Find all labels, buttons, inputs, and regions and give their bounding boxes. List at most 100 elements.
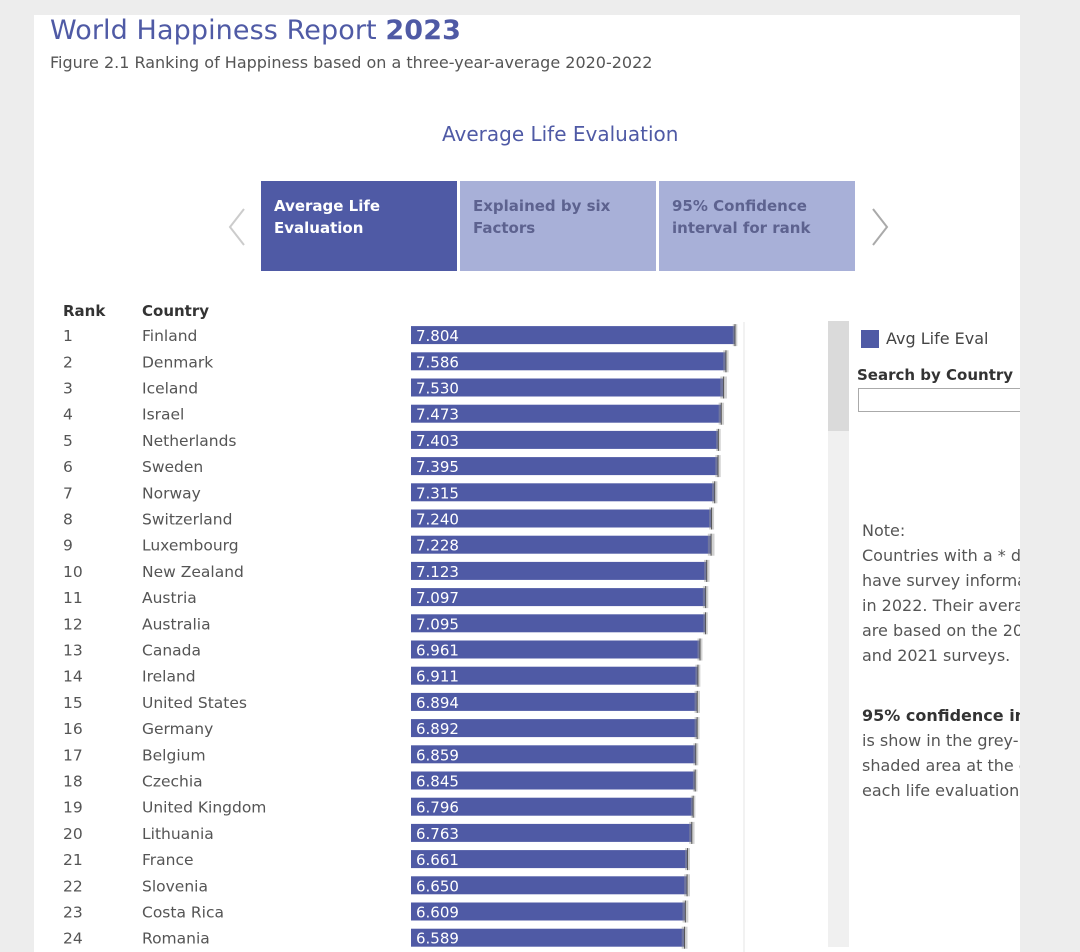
- country-label: Luxembourg: [142, 537, 239, 555]
- country-label: Iceland: [142, 380, 198, 398]
- page-title: World Happiness Report 2023: [50, 15, 461, 46]
- rank-label: 13: [63, 642, 83, 660]
- bar-value-label: 7.530: [416, 380, 459, 398]
- bar-value-label: 7.095: [416, 615, 459, 633]
- search-country-input[interactable]: [858, 388, 1020, 412]
- bar-value-label: 7.123: [416, 563, 459, 581]
- bar: [411, 692, 698, 711]
- bar: [411, 928, 685, 947]
- search-label: Search by Country: [857, 366, 1014, 384]
- legend-label: Avg Life Eval: [886, 329, 989, 348]
- bar: [411, 902, 686, 921]
- tab-label-line2: interval for rank: [672, 219, 811, 237]
- bar: [411, 404, 722, 423]
- country-label: Costa Rica: [142, 904, 224, 922]
- bar-value-label: 6.763: [416, 825, 459, 843]
- note-line: are based on the 20: [862, 621, 1020, 640]
- bar-value-label: 6.796: [416, 799, 459, 817]
- rank-label: 11: [63, 589, 83, 607]
- page-subtitle: Figure 2.1 Ranking of Happiness based on…: [50, 53, 653, 72]
- bar: [411, 771, 696, 790]
- country-label: Finland: [142, 327, 197, 345]
- bar: [411, 378, 724, 397]
- rank-label: 1: [63, 327, 73, 345]
- country-label: Ireland: [142, 668, 196, 686]
- country-label: Norway: [142, 484, 201, 502]
- bar-value-label: 7.403: [416, 432, 459, 450]
- bar-value-label: 7.804: [416, 327, 459, 345]
- chevron-right-icon[interactable]: [867, 203, 891, 251]
- dashboard-panel: World Happiness Report 2023 Figure 2.1 R…: [34, 15, 1020, 952]
- tab-confidence-interval[interactable]: 95% Confidence interval for rank: [659, 181, 855, 271]
- country-label: Belgium: [142, 746, 206, 764]
- bar: [411, 561, 707, 580]
- bar-value-label: 6.661: [416, 851, 459, 869]
- country-label: Romania: [142, 930, 210, 948]
- country-label: Lithuania: [142, 825, 214, 843]
- title-text: World Happiness Report: [50, 15, 377, 46]
- bar: [411, 640, 701, 659]
- tab-label-line1: 95% Confidence: [672, 197, 807, 215]
- tab-label-line1: Explained by six: [473, 197, 611, 215]
- bar-value-label: 7.315: [416, 484, 459, 502]
- bar-value-label: 6.892: [416, 720, 459, 738]
- bar-value-label: 7.586: [416, 353, 459, 371]
- bar: [411, 876, 688, 895]
- bar-value-label: 6.961: [416, 642, 459, 660]
- country-label: Switzerland: [142, 511, 232, 529]
- bar-value-label: 6.650: [416, 877, 459, 895]
- chevron-left-icon[interactable]: [226, 203, 250, 251]
- bar: [411, 326, 735, 345]
- country-label: Canada: [142, 642, 201, 660]
- rank-label: 8: [63, 511, 73, 529]
- bar-value-label: 7.097: [416, 589, 459, 607]
- bar: [411, 745, 696, 764]
- country-label: Denmark: [142, 353, 213, 371]
- country-label: New Zealand: [142, 563, 244, 581]
- bar-value-label: 6.894: [416, 694, 459, 712]
- rank-label: 3: [63, 380, 73, 398]
- note-heading: Note:: [862, 521, 906, 540]
- tab-explained-by-six-factors[interactable]: Explained by six Factors: [460, 181, 656, 271]
- note-line: have survey informa: [862, 571, 1020, 590]
- rank-label: 22: [63, 877, 83, 895]
- title-year: 2023: [385, 15, 461, 46]
- bar-value-label: 6.911: [416, 668, 459, 686]
- scrollbar-track[interactable]: [828, 321, 849, 947]
- tab-average-life-evaluation[interactable]: Average Life Evaluation: [261, 181, 457, 271]
- rank-column-header: Rank: [63, 302, 106, 320]
- rank-label: 14: [63, 668, 83, 686]
- rank-label: 4: [63, 406, 73, 424]
- country-label: Germany: [142, 720, 213, 738]
- tab-label-line2: Evaluation: [274, 219, 364, 237]
- scrollbar-thumb[interactable]: [828, 321, 849, 431]
- country-label: United States: [142, 694, 247, 712]
- view-title: Average Life Evaluation: [442, 122, 679, 146]
- country-label: United Kingdom: [142, 799, 266, 817]
- ci-note-heading: 95% confidence inte: [862, 706, 1020, 725]
- bar: [411, 823, 692, 842]
- bar-value-label: 7.473: [416, 406, 459, 424]
- bar-value-label: 6.859: [416, 746, 459, 764]
- rank-label: 23: [63, 904, 83, 922]
- rank-label: 20: [63, 825, 83, 843]
- country-label: Israel: [142, 406, 184, 424]
- ci-note-line: is show in the grey-: [862, 731, 1019, 750]
- ci-note-line: shaded area at the e: [862, 756, 1020, 775]
- rank-label: 24: [63, 930, 83, 948]
- note-line: in 2022. Their avera: [862, 596, 1020, 615]
- rank-label: 2: [63, 353, 73, 371]
- note-line: Countries with a * d: [862, 546, 1020, 565]
- country-column-header: Country: [142, 302, 210, 320]
- bar: [411, 457, 719, 476]
- country-label: Sweden: [142, 458, 203, 476]
- bar-value-label: 6.845: [416, 773, 459, 791]
- note-line: and 2021 surveys.: [862, 646, 1011, 665]
- country-label: Czechia: [142, 773, 203, 791]
- country-label: Netherlands: [142, 432, 236, 450]
- rank-label: 9: [63, 537, 73, 555]
- bar: [411, 797, 694, 816]
- rank-label: 10: [63, 563, 83, 581]
- bar-value-label: 7.395: [416, 458, 459, 476]
- bar: [411, 483, 715, 502]
